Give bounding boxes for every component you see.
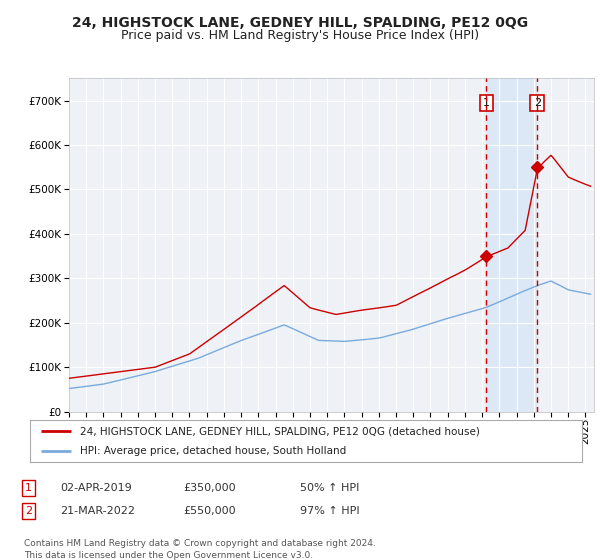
Text: 50% ↑ HPI: 50% ↑ HPI — [300, 483, 359, 493]
Text: Price paid vs. HM Land Registry's House Price Index (HPI): Price paid vs. HM Land Registry's House … — [121, 29, 479, 42]
Text: 21-MAR-2022: 21-MAR-2022 — [60, 506, 135, 516]
Text: 2: 2 — [534, 98, 541, 108]
Text: £550,000: £550,000 — [183, 506, 236, 516]
Text: 24, HIGHSTOCK LANE, GEDNEY HILL, SPALDING, PE12 0QG (detached house): 24, HIGHSTOCK LANE, GEDNEY HILL, SPALDIN… — [80, 426, 479, 436]
Text: 1: 1 — [25, 483, 32, 493]
Text: Contains HM Land Registry data © Crown copyright and database right 2024.
This d: Contains HM Land Registry data © Crown c… — [24, 539, 376, 560]
Text: 2: 2 — [25, 506, 32, 516]
Text: HPI: Average price, detached house, South Holland: HPI: Average price, detached house, Sout… — [80, 446, 346, 456]
Bar — [487, 78, 538, 412]
Text: 24, HIGHSTOCK LANE, GEDNEY HILL, SPALDING, PE12 0QG: 24, HIGHSTOCK LANE, GEDNEY HILL, SPALDIN… — [72, 16, 528, 30]
Text: 97% ↑ HPI: 97% ↑ HPI — [300, 506, 359, 516]
Text: 02-APR-2019: 02-APR-2019 — [60, 483, 132, 493]
Text: 1: 1 — [483, 98, 490, 108]
Text: £350,000: £350,000 — [183, 483, 236, 493]
